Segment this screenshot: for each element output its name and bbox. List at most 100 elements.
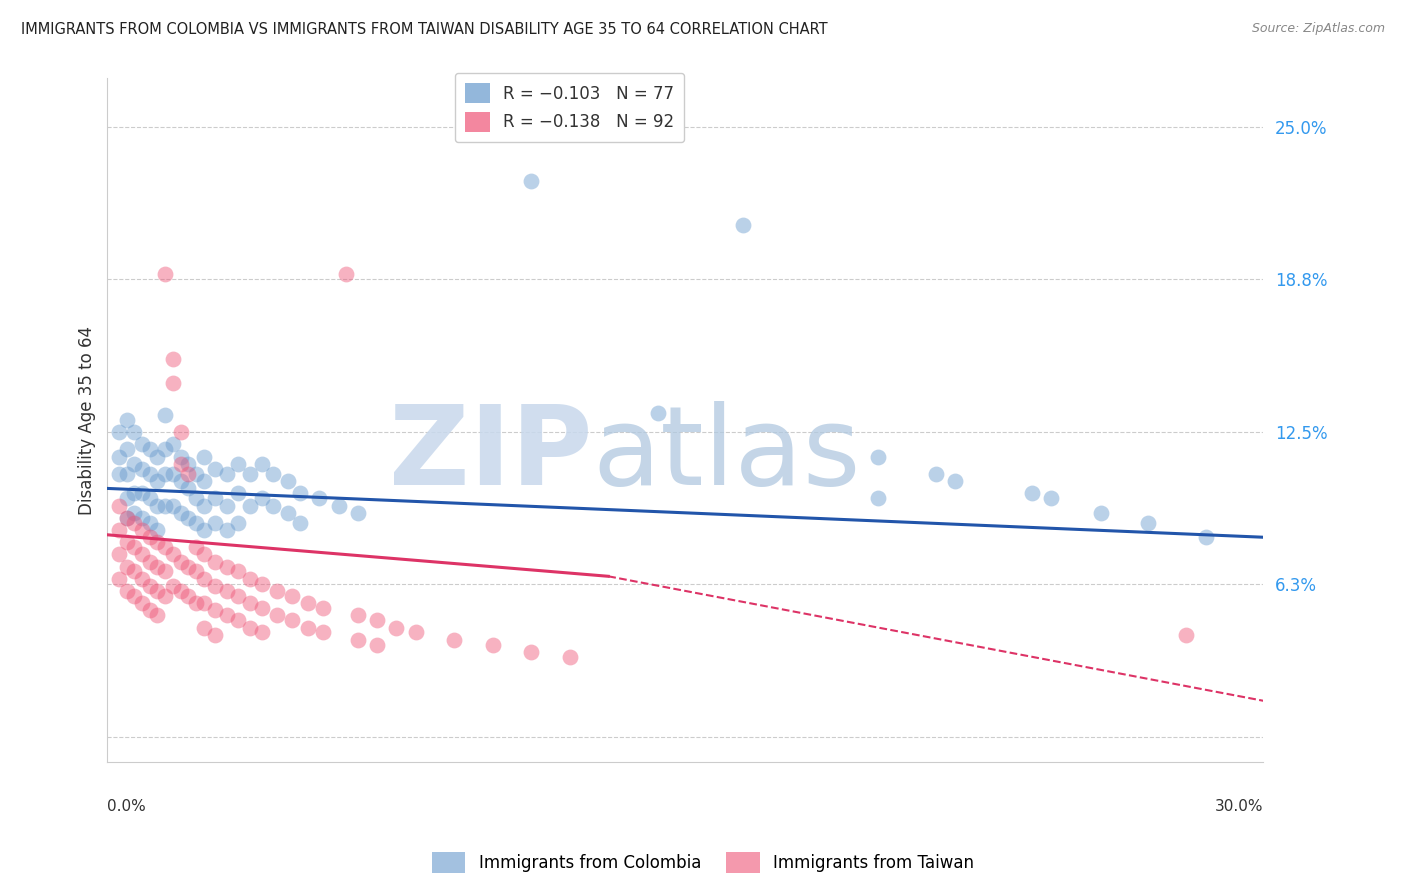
Text: atlas: atlas	[593, 401, 862, 508]
Point	[250, 576, 273, 591]
Point	[733, 218, 755, 232]
Point	[124, 565, 146, 579]
Point	[239, 596, 262, 610]
Point	[204, 628, 226, 642]
Point	[115, 442, 138, 457]
Point	[262, 467, 284, 481]
Point	[169, 555, 191, 569]
Point	[215, 559, 238, 574]
Point	[239, 621, 262, 635]
Point	[146, 608, 169, 623]
Point	[124, 589, 146, 603]
Point	[108, 425, 131, 440]
Point	[184, 491, 207, 506]
Point	[1175, 628, 1198, 642]
Point	[124, 540, 146, 554]
Point	[520, 645, 543, 659]
Point	[146, 535, 169, 549]
Point	[215, 499, 238, 513]
Point	[124, 457, 146, 471]
Point	[558, 649, 581, 664]
Point	[204, 516, 226, 530]
Point	[169, 506, 191, 520]
Point	[146, 583, 169, 598]
Point	[162, 437, 184, 451]
Point	[177, 559, 200, 574]
Point	[228, 486, 250, 500]
Point	[153, 540, 176, 554]
Point	[385, 621, 408, 635]
Point	[177, 482, 200, 496]
Point	[124, 425, 146, 440]
Point	[193, 450, 215, 464]
Point	[153, 467, 176, 481]
Point	[139, 530, 162, 544]
Point	[115, 467, 138, 481]
Point	[520, 174, 543, 188]
Point	[139, 516, 162, 530]
Point	[481, 638, 503, 652]
Point	[131, 572, 153, 586]
Point	[184, 565, 207, 579]
Point	[108, 467, 131, 481]
Point	[215, 467, 238, 481]
Point	[184, 596, 207, 610]
Point	[193, 547, 215, 561]
Point	[239, 467, 262, 481]
Text: IMMIGRANTS FROM COLOMBIA VS IMMIGRANTS FROM TAIWAN DISABILITY AGE 35 TO 64 CORRE: IMMIGRANTS FROM COLOMBIA VS IMMIGRANTS F…	[21, 22, 828, 37]
Point	[228, 589, 250, 603]
Point	[124, 506, 146, 520]
Point	[169, 457, 191, 471]
Point	[177, 457, 200, 471]
Point	[177, 467, 200, 481]
Point	[153, 589, 176, 603]
Point	[162, 352, 184, 367]
Point	[204, 462, 226, 476]
Point	[193, 523, 215, 537]
Point	[153, 267, 176, 281]
Point	[139, 579, 162, 593]
Point	[124, 516, 146, 530]
Point	[162, 547, 184, 561]
Point	[297, 596, 319, 610]
Point	[405, 625, 427, 640]
Point	[153, 442, 176, 457]
Point	[204, 491, 226, 506]
Point	[115, 491, 138, 506]
Point	[1090, 506, 1112, 520]
Point	[108, 572, 131, 586]
Point	[162, 467, 184, 481]
Text: 30.0%: 30.0%	[1215, 799, 1264, 814]
Text: 0.0%: 0.0%	[107, 799, 146, 814]
Point	[288, 516, 311, 530]
Point	[131, 462, 153, 476]
Point	[139, 442, 162, 457]
Point	[146, 559, 169, 574]
Point	[146, 523, 169, 537]
Point	[925, 467, 948, 481]
Point	[184, 516, 207, 530]
Point	[139, 603, 162, 617]
Point	[162, 376, 184, 391]
Point	[277, 474, 299, 488]
Text: Source: ZipAtlas.com: Source: ZipAtlas.com	[1251, 22, 1385, 36]
Point	[215, 608, 238, 623]
Point	[146, 474, 169, 488]
Point	[108, 450, 131, 464]
Point	[169, 450, 191, 464]
Point	[169, 583, 191, 598]
Point	[281, 613, 304, 627]
Point	[1194, 530, 1216, 544]
Point	[108, 523, 131, 537]
Point	[193, 499, 215, 513]
Point	[262, 499, 284, 513]
Point	[204, 555, 226, 569]
Point	[115, 510, 138, 524]
Point	[204, 579, 226, 593]
Point	[366, 638, 388, 652]
Point	[184, 540, 207, 554]
Point	[131, 547, 153, 561]
Point	[328, 499, 350, 513]
Point	[228, 565, 250, 579]
Point	[1040, 491, 1063, 506]
